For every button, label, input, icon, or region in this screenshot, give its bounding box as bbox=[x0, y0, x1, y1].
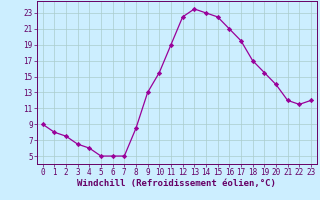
X-axis label: Windchill (Refroidissement éolien,°C): Windchill (Refroidissement éolien,°C) bbox=[77, 179, 276, 188]
